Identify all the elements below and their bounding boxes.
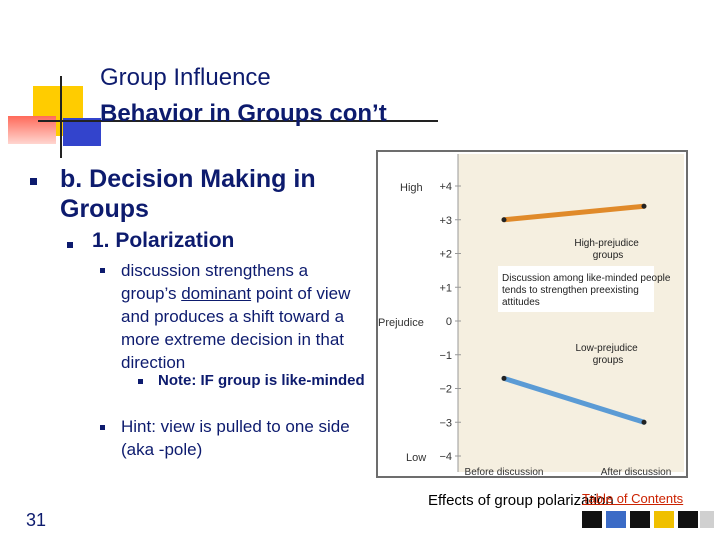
plot-area bbox=[458, 154, 684, 472]
bullet-text-part: point of view and produces a shift towar… bbox=[121, 284, 351, 372]
data-point bbox=[641, 419, 647, 425]
y-tick-label: +4 bbox=[439, 181, 452, 193]
slide-title: Group Influence bbox=[100, 64, 271, 91]
decorative-horizontal-line bbox=[38, 120, 438, 122]
x-tick-label: After discussion bbox=[601, 467, 672, 478]
bullet-marker bbox=[100, 425, 105, 430]
decorative-square bbox=[678, 511, 698, 528]
bullet-polarization: 1. Polarization bbox=[92, 229, 235, 252]
bullet-hint: Hint: view is pulled to one side (aka -p… bbox=[121, 417, 350, 459]
bullet-text-part: discussion strengthens a group’s bbox=[121, 261, 309, 303]
decorative-square bbox=[582, 511, 602, 528]
annotation-box bbox=[498, 266, 654, 312]
data-point bbox=[641, 203, 647, 209]
bullet-note-like-minded: Note: IF group is like-minded bbox=[158, 372, 365, 389]
bullet-decision-making: b. Decision Making in Groups bbox=[60, 165, 316, 223]
decorative-square bbox=[606, 511, 626, 528]
series-line bbox=[501, 203, 647, 223]
annotation-text: Discussion among like-minded people tend… bbox=[502, 273, 673, 308]
polarization-chart: High Low Prejudice +4 +3 +2 +1 0 −1 −2 −3 −4 Bef… bbox=[376, 150, 688, 478]
data-point bbox=[501, 375, 507, 381]
series-label-low: Low-prejudice groups bbox=[575, 343, 640, 366]
bullet-marker bbox=[67, 242, 73, 248]
bullet-marker bbox=[138, 379, 143, 384]
table-of-contents-link[interactable]: Table of Contents bbox=[582, 491, 684, 506]
decorative-blue-block bbox=[63, 118, 101, 146]
data-point bbox=[501, 217, 507, 223]
y-low-label: Low bbox=[406, 452, 426, 464]
y-tick-label: +1 bbox=[439, 282, 452, 294]
x-tick-label: Before discussion bbox=[465, 467, 544, 478]
y-tick-label: +2 bbox=[439, 249, 452, 261]
y-axis-label: Prejudice bbox=[378, 317, 424, 329]
decorative-vertical-line bbox=[60, 76, 62, 158]
y-tick-label: +3 bbox=[439, 215, 452, 227]
underlined-word: dominant bbox=[181, 284, 252, 303]
bullet-marker bbox=[100, 268, 105, 273]
series-line bbox=[501, 375, 647, 425]
y-tick-label: −2 bbox=[439, 384, 452, 396]
slide-number: 31 bbox=[26, 510, 47, 530]
series-lines bbox=[501, 203, 647, 425]
bullet-marker bbox=[30, 178, 37, 185]
y-tick-label: 0 bbox=[446, 316, 452, 328]
y-tick-label: −4 bbox=[439, 451, 452, 463]
chart-caption: Effects of group polarization bbox=[428, 492, 614, 509]
y-ticks: +4 +3 +2 +1 0 −1 −2 −3 −4 bbox=[439, 181, 461, 463]
decorative-square bbox=[654, 511, 674, 528]
slide-subtitle: Behavior in Groups con’t bbox=[100, 100, 387, 127]
annotation-line: tends to strengthen preexisting bbox=[502, 285, 639, 296]
y-tick-label: −1 bbox=[439, 350, 452, 362]
x-labels: Before discussion After discussion bbox=[465, 467, 672, 478]
bullet-discussion-strengthens: discussion strengthens a group’s dominan… bbox=[121, 259, 366, 374]
decorative-square bbox=[630, 511, 650, 528]
series-label-high: High-prejudice groups bbox=[574, 238, 641, 261]
annotation-line: attitudes bbox=[502, 297, 540, 308]
y-high-label: High bbox=[400, 182, 423, 194]
y-tick-label: −3 bbox=[439, 417, 452, 429]
decorative-square bbox=[700, 511, 714, 528]
annotation-line: Discussion among like-minded people bbox=[502, 273, 671, 284]
